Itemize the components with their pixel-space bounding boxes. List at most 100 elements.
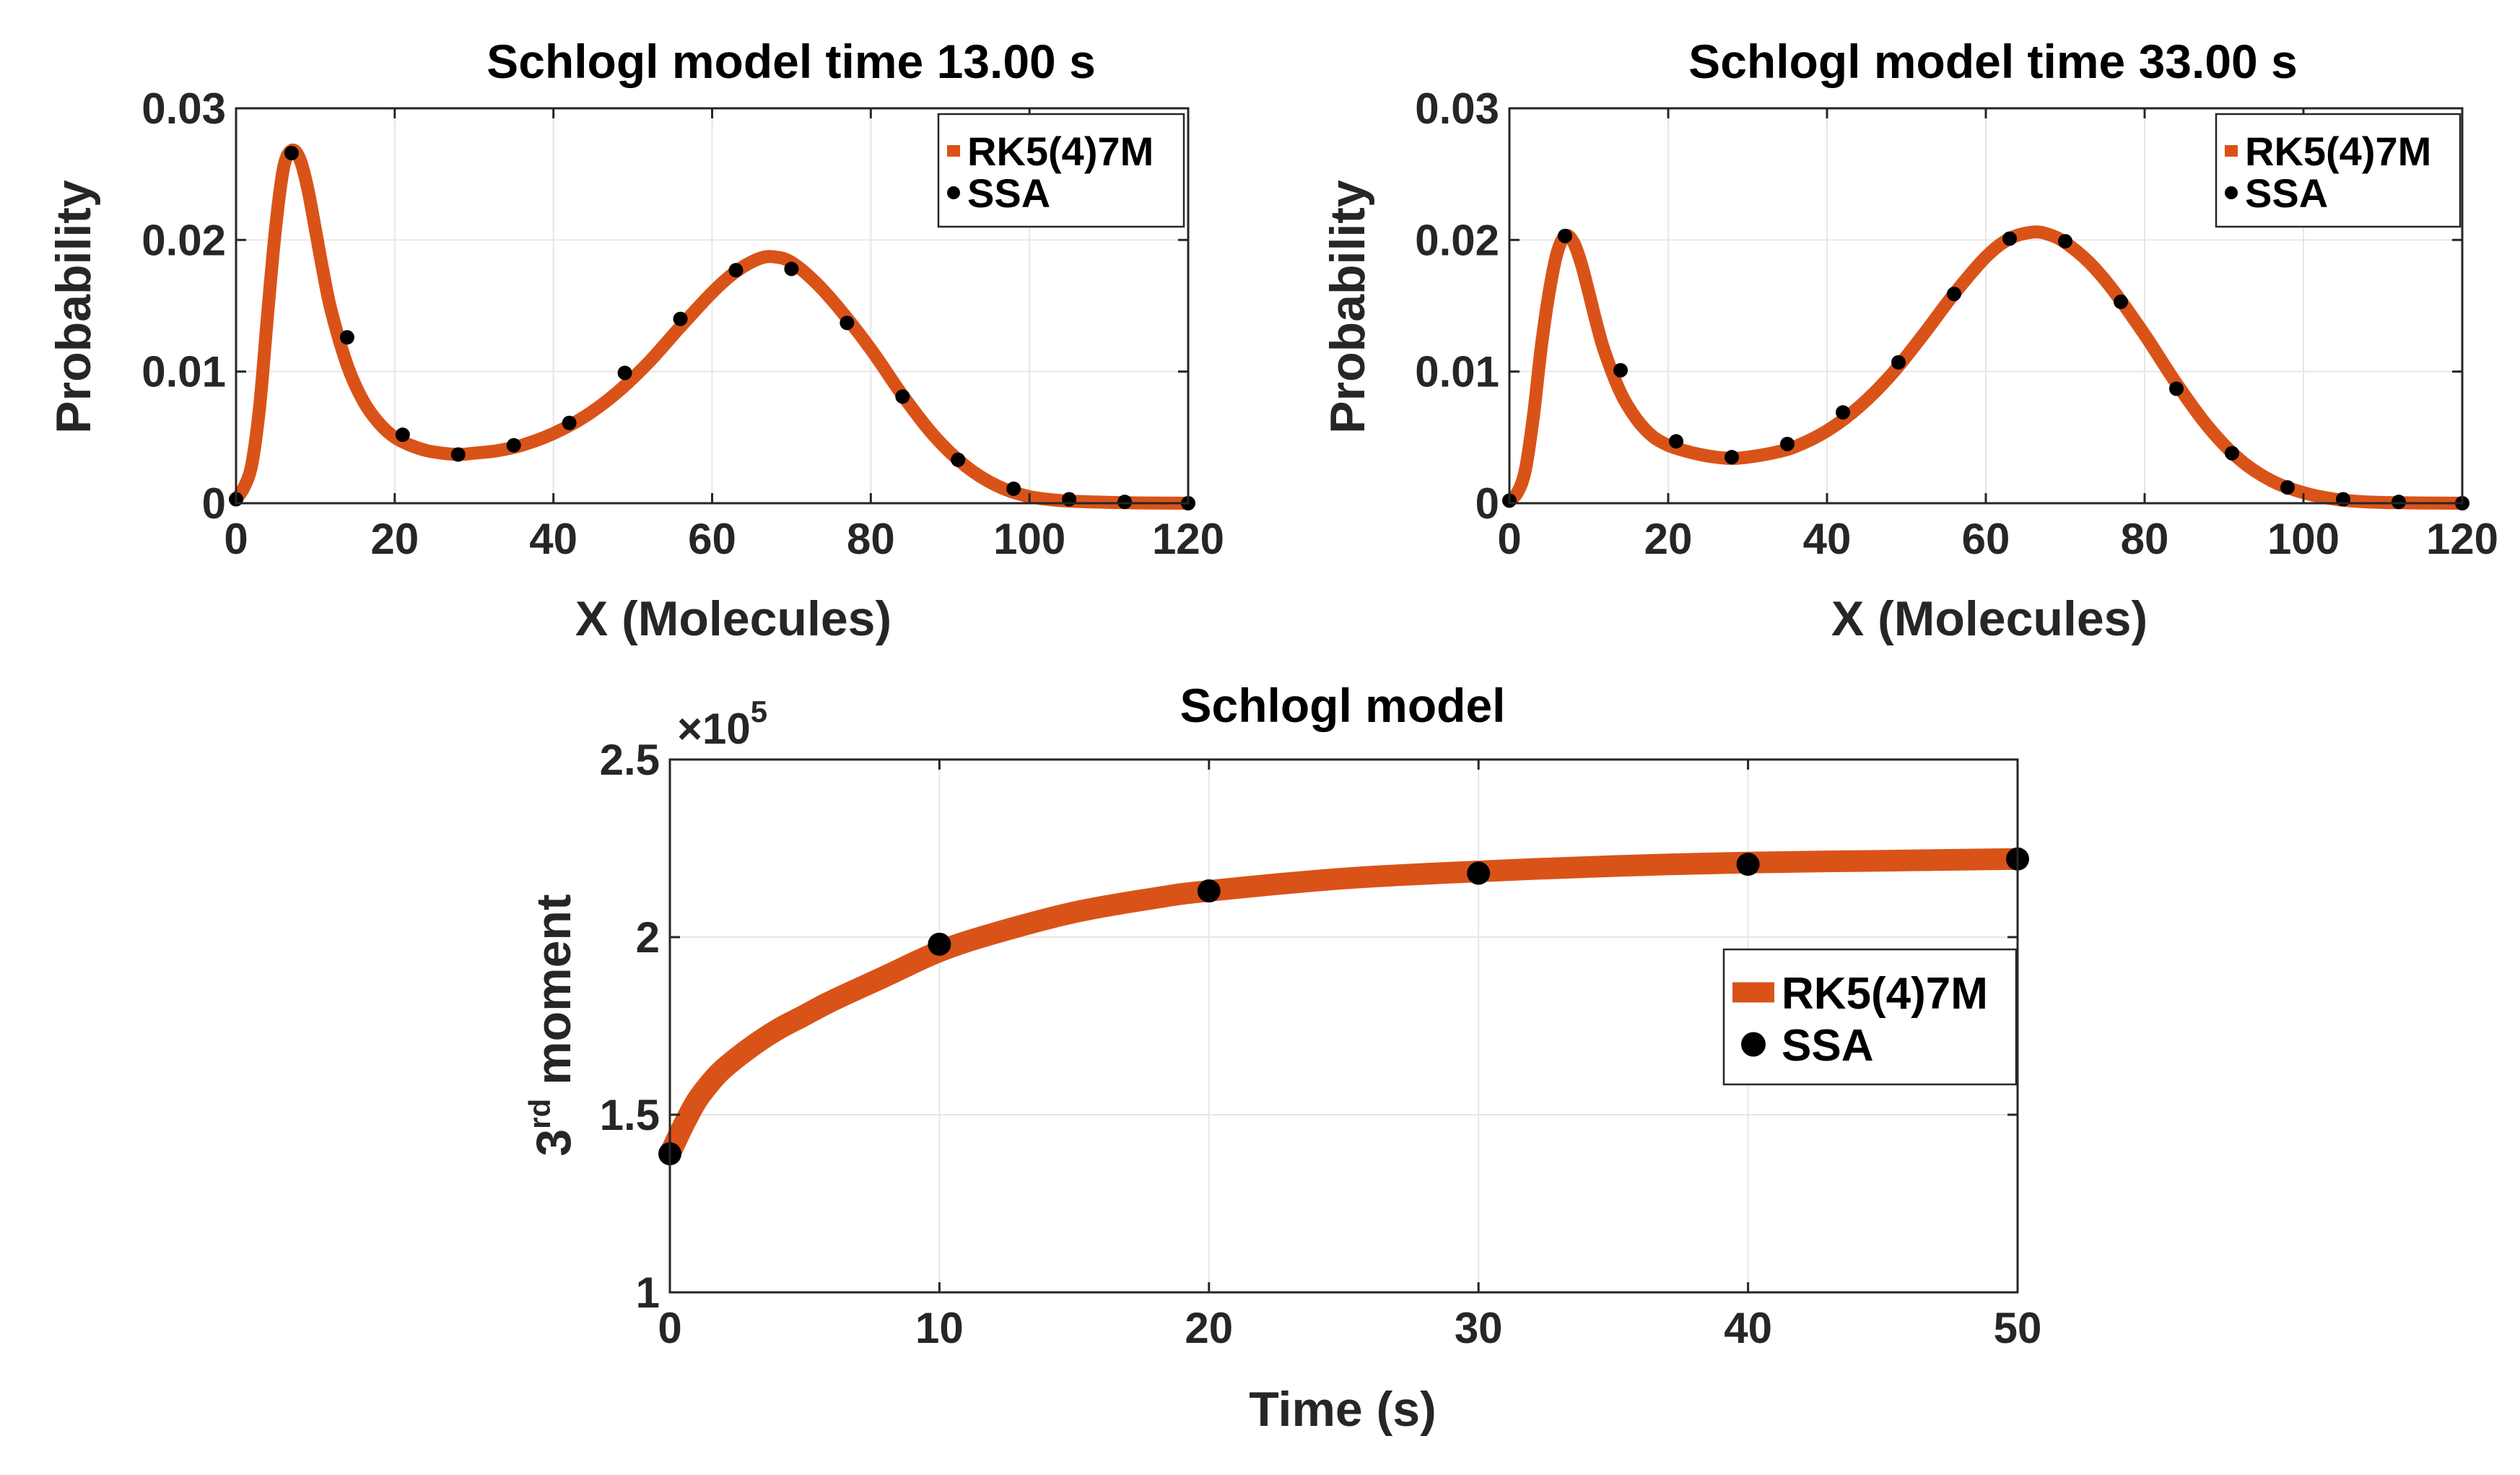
ssa-data-point	[1006, 481, 1021, 496]
legend-swatch-ssa	[1741, 1032, 1766, 1057]
series-layer	[1502, 225, 2469, 510]
chart-title: Schlogl model time 33.00 s	[1688, 35, 2298, 88]
ssa-data-point	[2225, 445, 2239, 461]
ssa-data-point	[2058, 234, 2072, 249]
legend-label-ssa: SSA	[967, 170, 1050, 216]
y-axis-label: 3rd moment	[523, 894, 581, 1156]
legend-label-rk5: RK5(4)7M	[1782, 969, 1988, 1019]
y-tick-label: 0	[1475, 479, 1499, 528]
y-tick-label: 0.02	[141, 216, 226, 264]
plot-area: 0 20 40 60 80 100 120 0 0.01 0.02 0.03	[1415, 84, 2498, 563]
ssa-data-point	[1558, 228, 1572, 243]
legend-box	[2215, 113, 2462, 228]
ssa-data-point	[1736, 853, 1760, 876]
x-tick-label: 50	[1994, 1304, 2042, 1352]
ssa-data-point	[1947, 287, 1961, 302]
y-tick-label: 0.01	[141, 348, 226, 396]
series-layer	[658, 847, 2029, 1166]
x-tick-label: 0	[658, 1304, 681, 1352]
legend-swatch-ssa	[2225, 186, 2238, 199]
ssa-data-point	[2169, 381, 2184, 396]
y-tick-label: 1	[636, 1269, 660, 1317]
ssa-data-point	[951, 452, 966, 467]
legend-label-ssa: SSA	[2245, 170, 2328, 216]
x-tick-label: 60	[688, 515, 736, 563]
ssa-data-point	[784, 261, 799, 277]
chart-title: Schlogl model time 13.00 s	[487, 35, 1096, 88]
ssa-data-point	[2392, 495, 2406, 510]
y-tick-label: 2.5	[600, 736, 660, 784]
x-tick-label: 60	[1962, 515, 2010, 563]
legend-label-ssa: SSA	[1782, 1021, 1873, 1071]
legend-swatch-ssa	[947, 186, 960, 199]
legend-label-rk5: RK5(4)7M	[2245, 129, 2431, 174]
x-tick-label: 20	[370, 515, 419, 563]
x-tick-label: 40	[1803, 515, 1852, 563]
y-axis-exponent: ×105	[677, 695, 767, 753]
y-tick-label: 0	[202, 479, 226, 528]
ssa-data-point	[395, 427, 410, 443]
x-tick-label: 100	[2267, 515, 2340, 563]
ssa-data-point	[1780, 436, 1795, 451]
ssa-data-point	[2280, 480, 2295, 495]
y-axis-exponent-base: ×10	[677, 705, 751, 753]
x-tick-label: 80	[2121, 515, 2169, 563]
legend-box	[937, 113, 1185, 228]
x-tick-label: 40	[529, 515, 577, 563]
plot-area: 0 10 20 30 40 50 1 1.5 2 2.5	[600, 736, 2042, 1352]
ssa-data-point	[2336, 492, 2350, 507]
y-axis-label-rest: moment	[526, 894, 581, 1098]
chart-panel-time-13: 0 20 40 60 80 100 120 0 0.01 0.02 0.03 Schlogl mod…	[46, 35, 1224, 646]
y-tick-label: 0.01	[1415, 348, 1499, 396]
y-axis-label-base: 3	[526, 1129, 581, 1157]
series-line-rk5	[660, 848, 2018, 1159]
ssa-data-point	[284, 145, 299, 160]
ssa-data-point	[1613, 362, 1628, 378]
ssa-data-point	[1669, 434, 1683, 449]
y-axis-label-superscript: rd	[523, 1099, 557, 1129]
ssa-data-point	[928, 932, 951, 956]
series-layer	[229, 143, 1195, 510]
ssa-data-point	[1891, 354, 1906, 370]
x-tick-label: 0	[224, 515, 248, 563]
legend-label-rk5: RK5(4)7M	[967, 129, 1154, 174]
ssa-data-point	[617, 365, 632, 380]
ssa-data-point	[1117, 495, 1133, 510]
x-tick-label: 120	[1152, 515, 1224, 563]
y-axis-label: Probability	[46, 180, 101, 434]
x-tick-label: 40	[1724, 1304, 1772, 1352]
y-tick-label: 0.03	[1415, 84, 1499, 133]
chart-panel-third-moment: 0 10 20 30 40 50 1 1.5 2 2.5 Schlogl model Time (…	[523, 679, 2041, 1437]
chart-panel-time-33: 0 20 40 60 80 100 120 0 0.01 0.02 0.03 Schlogl mod…	[1320, 35, 2498, 646]
ssa-data-point	[1836, 405, 1850, 420]
axes-box	[668, 758, 2019, 1294]
ssa-data-point	[895, 389, 910, 404]
ssa-data-point	[1197, 879, 1221, 903]
x-tick-label: 20	[1644, 515, 1693, 563]
ssa-data-point	[840, 316, 855, 331]
x-tick-label: 20	[1185, 1304, 1233, 1352]
x-tick-label: 120	[2426, 515, 2498, 563]
x-axis-label: Time (s)	[1249, 1382, 1436, 1437]
ssa-data-point	[450, 447, 466, 462]
y-tick-label: 1.5	[600, 1091, 660, 1139]
x-tick-label: 100	[993, 515, 1065, 563]
ssa-data-point	[1725, 450, 1739, 465]
ssa-data-point	[2114, 295, 2128, 310]
y-tick-label: 2	[636, 913, 660, 962]
x-axis-label: X (Molecules)	[1831, 591, 2148, 646]
y-axis-exponent-power: 5	[751, 695, 767, 728]
y-axis-label: Probability	[1320, 180, 1375, 434]
legend-box	[1722, 948, 2018, 1086]
ssa-data-point	[673, 311, 688, 326]
ssa-data-point	[1062, 492, 1077, 507]
chart-title: Schlogl model	[1180, 679, 1505, 732]
ssa-data-point	[2002, 231, 2017, 246]
y-tick-label: 0.03	[141, 84, 226, 133]
x-tick-label: 80	[847, 515, 895, 563]
ssa-data-point	[506, 438, 521, 453]
